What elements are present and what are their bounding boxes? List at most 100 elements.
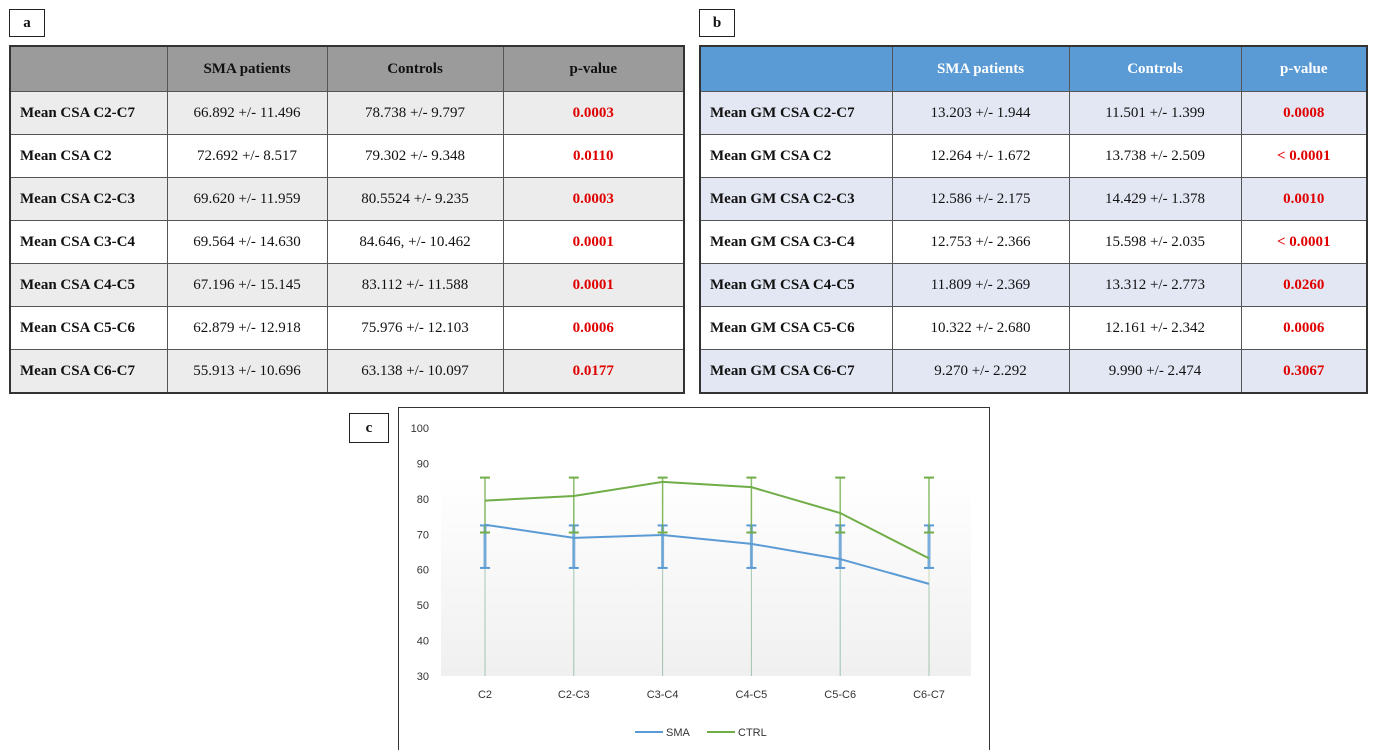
panel-label-c: c	[349, 413, 389, 443]
table-row: Mean GM CSA C6-C7 9.270 +/- 2.292 9.990 …	[699, 349, 1368, 394]
sma-value: 13.203 +/- 1.944	[891, 91, 1070, 135]
controls-value: 80.5524 +/- 9.235	[326, 177, 504, 221]
row-label: Mean GM CSA C4-C5	[699, 263, 893, 307]
legend: SMA CTRL	[635, 727, 767, 739]
table-row: Mean CSA C4-C5 67.196 +/- 15.145 83.112 …	[9, 263, 685, 307]
sma-value: 69.620 +/- 11.959	[166, 177, 328, 221]
row-label: Mean GM CSA C2-C7	[699, 91, 893, 135]
x-tick-label: C2	[478, 689, 492, 701]
controls-value: 11.501 +/- 1.399	[1068, 91, 1242, 135]
y-tick-label: 70	[417, 529, 429, 541]
sma-value: 66.892 +/- 11.496	[166, 91, 328, 135]
table-row: Mean CSA C2-C7 66.892 +/- 11.496 78.738 …	[9, 91, 685, 135]
p-value: 0.0003	[502, 91, 685, 135]
y-tick-label: 30	[417, 671, 429, 683]
panel-label-a: a	[9, 9, 45, 37]
sma-value: 67.196 +/- 15.145	[166, 263, 328, 307]
table-row: Mean CSA C3-C4 69.564 +/- 14.630 84.646,…	[9, 220, 685, 264]
row-label: Mean GM CSA C6-C7	[699, 349, 893, 394]
column-header-controls: Controls	[326, 45, 504, 92]
y-tick-label: 60	[417, 565, 429, 577]
y-tick-label: 50	[417, 600, 429, 612]
row-label: Mean CSA C2-C3	[9, 177, 168, 221]
sma-value: 9.270 +/- 2.292	[891, 349, 1070, 394]
controls-value: 78.738 +/- 9.797	[326, 91, 504, 135]
row-label: Mean CSA C6-C7	[9, 349, 168, 394]
line-chart: 30 40 50 60 70 80 90 100 C2 C2-C3 C3-C4 C4-C5 C5-C6…	[411, 423, 971, 739]
table-row: Mean GM CSA C2 12.264 +/- 1.672 13.738 +…	[699, 134, 1368, 178]
controls-value: 63.138 +/- 10.097	[326, 349, 504, 394]
table-row: Mean GM CSA C5-C6 10.322 +/- 2.680 12.16…	[699, 306, 1368, 350]
table-row: Mean GM CSA C4-C5 11.809 +/- 2.369 13.31…	[699, 263, 1368, 307]
p-value: < 0.0001	[1240, 220, 1368, 264]
column-header-pvalue: p-value	[502, 45, 685, 92]
table-row: Mean CSA C2-C3 69.620 +/- 11.959 80.5524…	[9, 177, 685, 221]
column-header-label	[699, 45, 893, 92]
row-label: Mean CSA C4-C5	[9, 263, 168, 307]
controls-value: 13.312 +/- 2.773	[1068, 263, 1242, 307]
column-header-pvalue: p-value	[1240, 45, 1368, 92]
column-header-label	[9, 45, 168, 92]
controls-value: 79.302 +/- 9.348	[326, 134, 504, 178]
x-axis: C2 C2-C3 C3-C4 C4-C5 C5-C6 C6-C7	[478, 689, 945, 701]
sma-value: 12.753 +/- 2.366	[891, 220, 1070, 264]
controls-value: 83.112 +/- 11.588	[326, 263, 504, 307]
sma-value: 12.586 +/- 2.175	[891, 177, 1070, 221]
row-label: Mean GM CSA C3-C4	[699, 220, 893, 264]
series-line-ctrl	[484, 480, 930, 560]
controls-value: 13.738 +/- 2.509	[1068, 134, 1242, 178]
controls-value: 12.161 +/- 2.342	[1068, 306, 1242, 350]
series-lines	[484, 480, 930, 585]
p-value: 0.0001	[502, 263, 685, 307]
x-tick-label: C5-C6	[824, 689, 856, 701]
controls-value: 15.598 +/- 2.035	[1068, 220, 1242, 264]
legend-label-ctrl: CTRL	[738, 727, 767, 739]
p-value: 0.0006	[1240, 306, 1368, 350]
column-header-sma: SMA patients	[891, 45, 1070, 92]
table-row: Mean GM CSA C2-C7 13.203 +/- 1.944 11.50…	[699, 91, 1368, 135]
sma-value: 11.809 +/- 2.369	[891, 263, 1070, 307]
controls-value: 14.429 +/- 1.378	[1068, 177, 1242, 221]
row-label: Mean GM CSA C2	[699, 134, 893, 178]
row-label: Mean CSA C2	[9, 134, 168, 178]
sma-value: 69.564 +/- 14.630	[166, 220, 328, 264]
y-tick-label: 90	[417, 458, 429, 470]
x-tick-label: C6-C7	[913, 689, 945, 701]
table-row: Mean CSA C5-C6 62.879 +/- 12.918 75.976 …	[9, 306, 685, 350]
row-label: Mean CSA C3-C4	[9, 220, 168, 264]
table-header-row: SMA patients Controls p-value	[699, 45, 1368, 92]
p-value: 0.0260	[1240, 263, 1368, 307]
table-row: Mean GM CSA C2-C3 12.586 +/- 2.175 14.42…	[699, 177, 1368, 221]
legend-label-sma: SMA	[666, 727, 691, 739]
p-value: 0.0177	[502, 349, 685, 394]
sma-value: 12.264 +/- 1.672	[891, 134, 1070, 178]
sma-value: 10.322 +/- 2.680	[891, 306, 1070, 350]
x-tick-label: C2-C3	[558, 689, 590, 701]
p-value: 0.3067	[1240, 349, 1368, 394]
table-b-gray-matter-csa: SMA patients Controls p-value Mean GM CS…	[699, 45, 1368, 394]
table-row: Mean CSA C6-C7 55.913 +/- 10.696 63.138 …	[9, 349, 685, 394]
x-tick-label: C3-C4	[647, 689, 679, 701]
p-value: 0.0010	[1240, 177, 1368, 221]
row-label: Mean CSA C2-C7	[9, 91, 168, 135]
p-value: 0.0001	[502, 220, 685, 264]
row-label: Mean GM CSA C5-C6	[699, 306, 893, 350]
p-value: 0.0006	[502, 306, 685, 350]
controls-value: 75.976 +/- 12.103	[326, 306, 504, 350]
p-value: < 0.0001	[1240, 134, 1368, 178]
y-tick-label: 40	[417, 636, 429, 648]
column-header-controls: Controls	[1068, 45, 1242, 92]
x-tick-label: C4-C5	[736, 689, 768, 701]
p-value: 0.0003	[502, 177, 685, 221]
sma-value: 55.913 +/- 10.696	[166, 349, 328, 394]
column-header-sma: SMA patients	[166, 45, 328, 92]
panel-label-b: b	[699, 9, 735, 37]
p-value: 0.0110	[502, 134, 685, 178]
series-line-sma	[484, 523, 930, 585]
chart-frame: 30 40 50 60 70 80 90 100 C2 C2-C3 C3-C4 C4-C5 C5-C6…	[398, 407, 990, 750]
p-value: 0.0008	[1240, 91, 1368, 135]
table-row: Mean GM CSA C3-C4 12.753 +/- 2.366 15.59…	[699, 220, 1368, 264]
plot-area	[441, 474, 971, 676]
controls-value: 84.646, +/- 10.462	[326, 220, 504, 264]
y-tick-label: 100	[411, 423, 429, 435]
